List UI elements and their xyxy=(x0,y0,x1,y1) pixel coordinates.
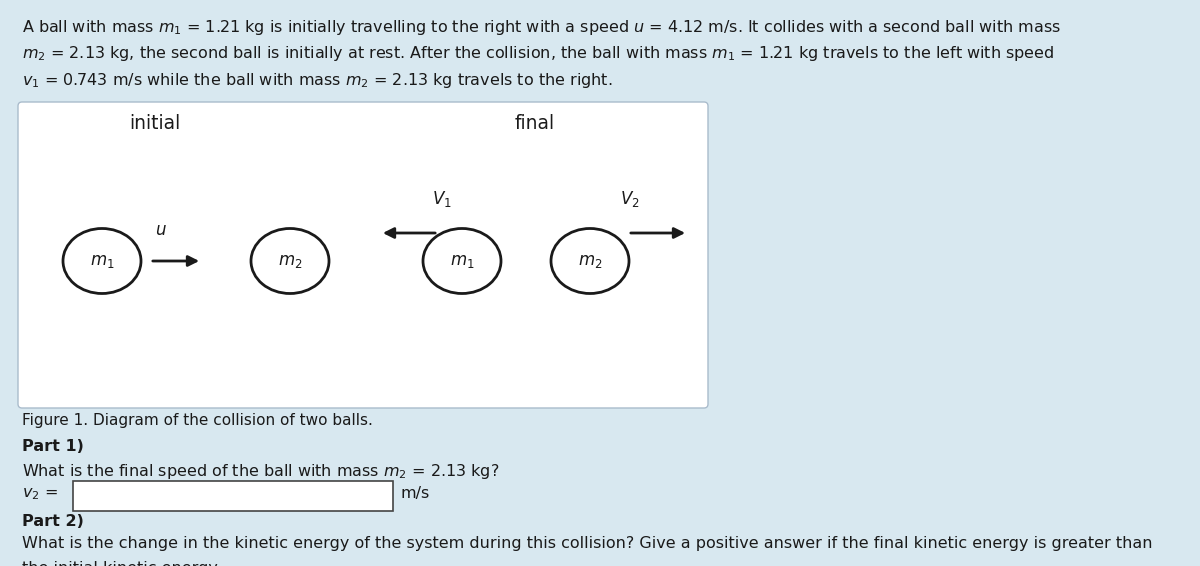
Text: What is the final speed of the ball with mass $m_2$ = 2.13 kg?: What is the final speed of the ball with… xyxy=(22,462,499,481)
Text: m/s: m/s xyxy=(400,486,430,501)
Text: Part 1): Part 1) xyxy=(22,439,84,454)
Text: $m_2$: $m_2$ xyxy=(577,252,602,270)
Text: final: final xyxy=(515,114,556,133)
Text: $v_1$ = 0.743 m/s while the ball with mass $m_2$ = 2.13 kg travels to the right.: $v_1$ = 0.743 m/s while the ball with ma… xyxy=(22,71,612,90)
Text: $m_1$: $m_1$ xyxy=(90,252,114,270)
Text: $m_2$: $m_2$ xyxy=(277,252,302,270)
Text: Figure 1. Diagram of the collision of two balls.: Figure 1. Diagram of the collision of tw… xyxy=(22,413,373,428)
Text: u: u xyxy=(155,221,166,239)
Ellipse shape xyxy=(551,229,629,294)
Text: initial: initial xyxy=(130,114,181,133)
FancyBboxPatch shape xyxy=(18,102,708,408)
Ellipse shape xyxy=(424,229,502,294)
Text: What is the change in the kinetic energy of the system during this collision? Gi: What is the change in the kinetic energy… xyxy=(22,536,1152,551)
FancyBboxPatch shape xyxy=(73,481,394,511)
Text: the initial kinetic energy.: the initial kinetic energy. xyxy=(22,561,221,566)
Text: $V_2$: $V_2$ xyxy=(620,189,640,209)
Ellipse shape xyxy=(251,229,329,294)
Text: Part 2): Part 2) xyxy=(22,514,84,529)
Text: $V_1$: $V_1$ xyxy=(432,189,452,209)
Ellipse shape xyxy=(64,229,142,294)
Text: $m_2$ = 2.13 kg, the second ball is initially at rest. After the collision, the : $m_2$ = 2.13 kg, the second ball is init… xyxy=(22,45,1055,63)
Text: $m_1$: $m_1$ xyxy=(450,252,474,270)
Text: A ball with mass $m_1$ = 1.21 kg is initially travelling to the right with a spe: A ball with mass $m_1$ = 1.21 kg is init… xyxy=(22,18,1061,37)
Text: $v_2$ =: $v_2$ = xyxy=(22,486,58,501)
